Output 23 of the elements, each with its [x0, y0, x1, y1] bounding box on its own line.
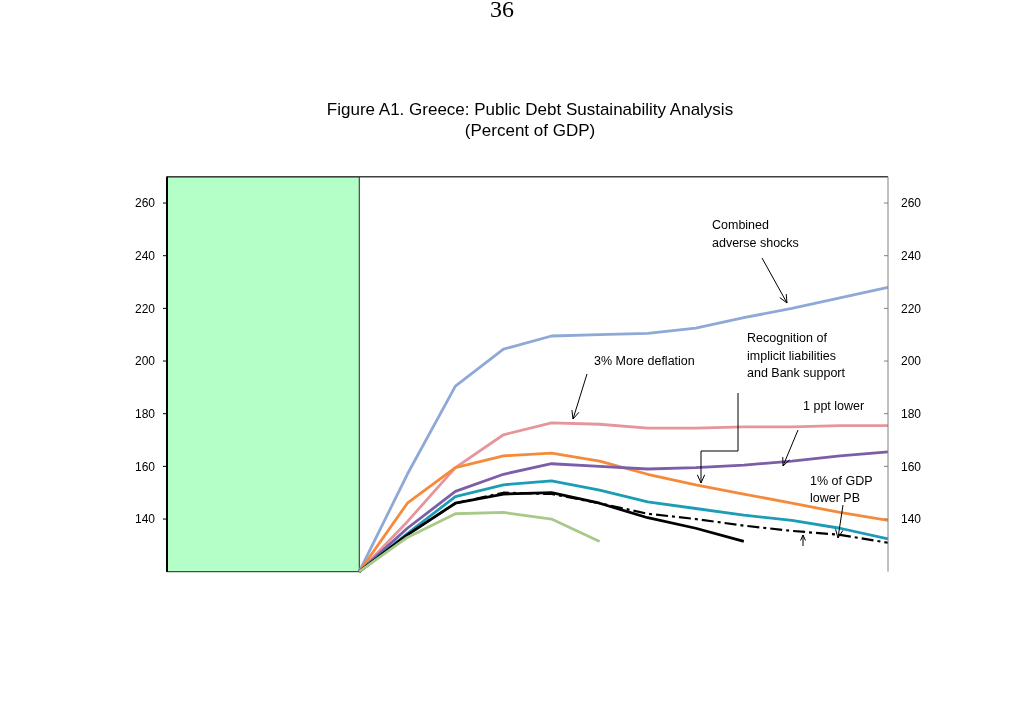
y2-tick-label: 200	[901, 354, 922, 369]
y2-tick-label: 180	[901, 406, 922, 421]
y2-tick-label: 240	[901, 248, 922, 263]
y-tick-label: 140	[134, 512, 156, 527]
y-tick-label: 240	[134, 248, 156, 263]
annotation: 1 ppt lower	[803, 399, 865, 413]
annotation: 1% of GDP lower PB	[810, 474, 873, 505]
y-tick-label: 180	[134, 406, 156, 421]
annotation: Recognition of implicit liabilities and Bank support	[747, 331, 846, 380]
y2-tick-label: 160	[901, 459, 922, 474]
y-tick-label: 260	[134, 196, 156, 211]
line-series	[357, 511, 601, 574]
y2-tick-label: 140	[901, 512, 922, 527]
y-tick-label: 160	[134, 459, 156, 474]
y-tick-label: 220	[134, 301, 156, 316]
y2-tick-label: 260	[901, 196, 922, 211]
chart-subtitle: (Percent of GDP)	[464, 121, 596, 140]
annotation: 3% More deflation	[594, 354, 695, 368]
annotation: Combined adverse shocks	[712, 218, 799, 250]
text: 36	[490, 0, 514, 22]
chart-title: Figure A1. Greece: Public Debt Sustainability Analysis	[326, 100, 734, 119]
y-tick-label: 200	[134, 354, 156, 369]
y2-tick-label: 220	[901, 301, 922, 316]
